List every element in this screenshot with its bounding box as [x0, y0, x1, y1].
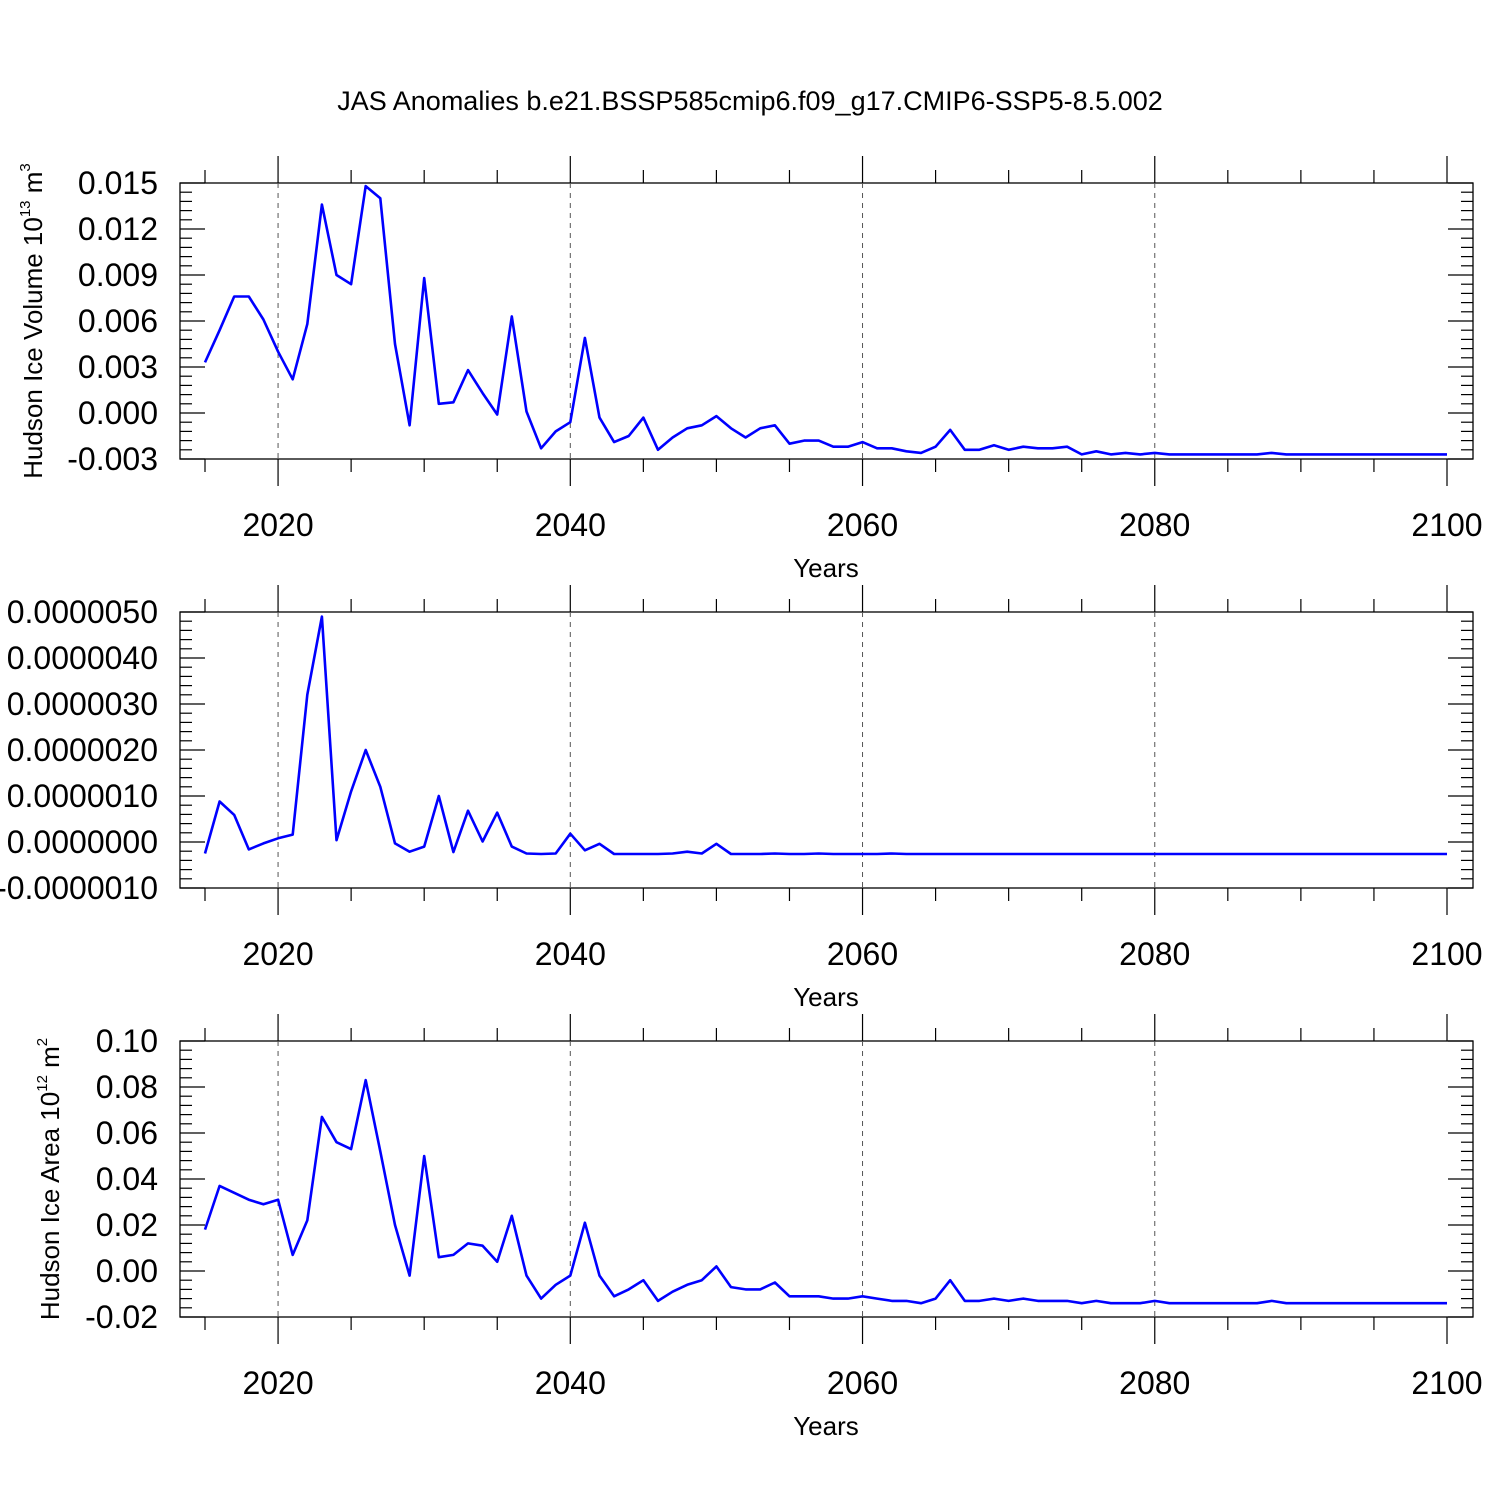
y-tick-label: 0.015 [78, 165, 158, 201]
panel-2: 2020 2040 2060 2080 2100 Years -0.0000010 0.000… [0, 585, 1483, 1012]
y-axis-label-main: Hudson Ice Volume 10 [18, 217, 48, 479]
y-tick-label: -0.02 [85, 1299, 158, 1335]
panel-1: 2020 2040 2060 2080 2100 Years -0.003 0.000 0.00… [17, 156, 1483, 583]
y-axis-label-exponent: 13 [17, 200, 34, 217]
y-axis-label-exponent: 12 [34, 1075, 51, 1092]
x-tick-label: 2060 [827, 1365, 898, 1401]
y-tick-label: 0.0000040 [7, 640, 158, 676]
x-tick-label: 2100 [1411, 507, 1482, 543]
y-tick-label: -0.0000010 [0, 870, 158, 906]
y-tick-label: 0.08 [96, 1069, 158, 1105]
x-tick-label: 2040 [535, 507, 606, 543]
x-tick-label: 2100 [1411, 936, 1482, 972]
y-axis-label-unit: m [18, 172, 48, 201]
plot-frame [179, 1040, 1474, 1318]
y-tick-label: 0.003 [78, 349, 158, 385]
x-tick-label: 2040 [535, 936, 606, 972]
x-axis-label: Years [793, 982, 859, 1012]
x-tick-label: 2080 [1119, 936, 1190, 972]
y-tick-label: 0.012 [78, 211, 158, 247]
x-tick-label: 2080 [1119, 1365, 1190, 1401]
x-tick-label: 2040 [535, 1365, 606, 1401]
y-tick-label: 0.00 [96, 1253, 158, 1289]
y-axis-label-unit-exponent: 2 [34, 1038, 51, 1046]
x-tick-label: 2080 [1119, 507, 1190, 543]
panels: 2020 2040 2060 2080 2100 Years -0.003 0.000 0.00… [0, 156, 1483, 1441]
y-tick-label: -0.003 [67, 441, 158, 477]
y-tick-label: 0.06 [96, 1115, 158, 1151]
series-line [203, 615, 1447, 856]
y-tick-label: 0.000 [78, 395, 158, 431]
y-axis-label-unit: m [35, 1046, 65, 1075]
y-tick-label: 0.006 [78, 303, 158, 339]
series-line [203, 184, 1447, 456]
panel-3: 2020 2040 2060 2080 2100 Years -0.02 0.00 0.02 0.… [34, 1014, 1483, 1441]
y-tick-label: 0.0000000 [7, 824, 158, 860]
plot-frame [179, 611, 1474, 889]
plot-frame [179, 182, 1474, 460]
y-tick-label: 0.0000030 [7, 686, 158, 722]
y-tick-label: 0.04 [96, 1161, 158, 1197]
y-tick-label: 0.0000050 [7, 594, 158, 630]
x-tick-label: 2060 [827, 936, 898, 972]
y-axis-label-unit-exponent: 3 [17, 163, 34, 171]
y-tick-label: 0.02 [96, 1207, 158, 1243]
x-tick-label: 2100 [1411, 1365, 1482, 1401]
x-axis-label: Years [793, 1411, 859, 1441]
y-tick-label: 0.0000010 [7, 778, 158, 814]
x-axis-label: Years [793, 553, 859, 583]
x-tick-label: 2020 [242, 936, 313, 972]
y-axis-label-main: Hudson Ice Area 10 [35, 1092, 65, 1320]
y-tick-label: 0.0000020 [7, 732, 158, 768]
y-axis-label: Hudson Ice Volume 1013 m3 [17, 163, 48, 479]
x-tick-label: 2060 [827, 507, 898, 543]
x-tick-label: 2020 [242, 507, 313, 543]
figure-title: JAS Anomalies b.e21.BSSP585cmip6.f09_g17… [337, 86, 1163, 116]
y-tick-label: 0.009 [78, 257, 158, 293]
series-line [203, 1078, 1447, 1305]
y-tick-label: 0.10 [96, 1023, 158, 1059]
x-tick-label: 2020 [242, 1365, 313, 1401]
y-axis-label: Hudson Ice Area 1012 m2 [34, 1038, 65, 1320]
